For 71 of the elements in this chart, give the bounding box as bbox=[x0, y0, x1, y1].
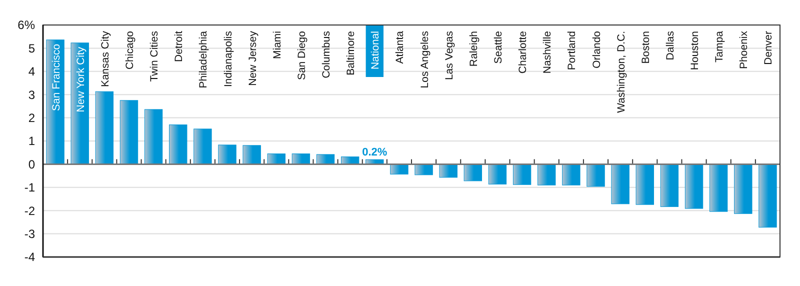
x-tick-label: Dallas bbox=[664, 31, 676, 60]
bar bbox=[414, 164, 433, 176]
x-tick-label: Miami bbox=[271, 31, 284, 59]
x-tick-label: National bbox=[370, 31, 382, 70]
bar bbox=[660, 164, 679, 207]
x-tick-label: San Francisco bbox=[50, 44, 62, 111]
bar bbox=[390, 164, 408, 174]
y-tick-label: -3 bbox=[24, 227, 36, 241]
y-tick-label: 6% bbox=[18, 18, 36, 32]
x-tick-label: Chicago bbox=[124, 30, 136, 70]
bar bbox=[169, 124, 188, 164]
bar bbox=[684, 164, 704, 209]
x-tick-label: Tampa bbox=[714, 30, 726, 63]
x-tick-label: Las Vegas bbox=[443, 31, 456, 80]
bar bbox=[586, 164, 605, 187]
bar bbox=[267, 154, 286, 164]
bar bbox=[488, 164, 507, 184]
x-tick-label: Kansas City bbox=[99, 30, 112, 88]
x-tick-label: San Diego bbox=[296, 30, 308, 80]
bar bbox=[70, 42, 89, 164]
bar bbox=[464, 164, 482, 182]
bar bbox=[242, 145, 261, 164]
x-tick-label: Charlotte bbox=[517, 30, 530, 74]
x-tick-label: Raleigh bbox=[468, 30, 480, 67]
y-tick-label: 1 bbox=[28, 134, 36, 148]
bar bbox=[512, 164, 532, 185]
bar bbox=[46, 40, 64, 164]
y-tick-label: -1 bbox=[24, 180, 36, 195]
bar bbox=[194, 128, 212, 164]
y-tick-label: 0 bbox=[28, 157, 36, 172]
data-label: 0.2% bbox=[362, 146, 388, 159]
bar bbox=[144, 109, 163, 164]
y-tick-label: 2 bbox=[28, 111, 36, 125]
x-tick-label: Washington, D.C. bbox=[615, 31, 628, 113]
x-tick-label: Columbus bbox=[320, 31, 333, 78]
x-tick-label: Phoenix bbox=[738, 30, 750, 69]
x-tick-label: Nashville bbox=[542, 30, 554, 74]
bar bbox=[538, 164, 556, 186]
x-tick-label: Boston bbox=[640, 30, 652, 64]
y-tick-label: 4 bbox=[28, 64, 36, 79]
bar bbox=[95, 91, 114, 164]
bar bbox=[292, 154, 310, 164]
bar bbox=[340, 156, 360, 164]
bar bbox=[439, 164, 458, 178]
bar bbox=[709, 164, 728, 212]
x-tick-label: Seattle bbox=[492, 30, 504, 64]
x-tick-label: Twin Cities bbox=[148, 31, 161, 82]
y-tick-label: 5 bbox=[28, 41, 36, 56]
x-tick-label: Baltimore bbox=[345, 30, 358, 76]
x-tick-label: Atlanta bbox=[394, 30, 406, 64]
y-tick-label: 3 bbox=[28, 88, 36, 102]
bar bbox=[120, 100, 138, 164]
x-tick-label: Indianapolis bbox=[222, 31, 234, 88]
x-tick-label: Houston bbox=[689, 30, 702, 70]
bar bbox=[734, 164, 752, 214]
bar bbox=[758, 164, 777, 228]
bar bbox=[316, 154, 335, 164]
x-tick-label: Orlando bbox=[590, 30, 603, 68]
x-tick-label: Denver bbox=[762, 30, 775, 65]
y-tick-label: -4 bbox=[24, 250, 36, 264]
bar bbox=[611, 164, 630, 204]
bar bbox=[218, 144, 236, 164]
bar bbox=[636, 164, 654, 205]
x-tick-label: New York City bbox=[74, 46, 87, 112]
bar bbox=[562, 164, 580, 186]
x-tick-label: Portland bbox=[566, 30, 578, 70]
x-tick-label: Los Angeles bbox=[418, 31, 431, 88]
x-tick-label: Detroit bbox=[173, 30, 186, 62]
x-tick-label: Philadelphia bbox=[198, 30, 210, 88]
y-tick-label: -2 bbox=[24, 204, 36, 218]
x-tick-label: New Jersey bbox=[246, 30, 259, 86]
